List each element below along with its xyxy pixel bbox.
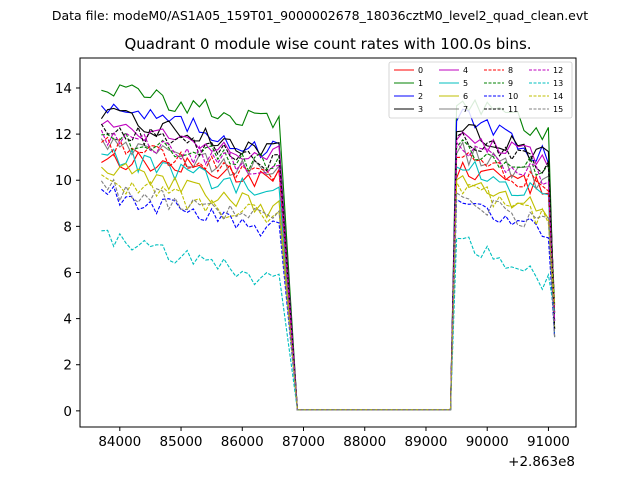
legend-label-2: 2 bbox=[418, 92, 423, 101]
legend-box bbox=[388, 61, 573, 119]
series-line-15 bbox=[100, 178, 556, 411]
y-tick-label: 4 bbox=[63, 312, 72, 328]
x-tick-label: 85000 bbox=[160, 434, 203, 450]
legend-label-15: 15 bbox=[553, 105, 563, 114]
y-axis: 0 2 4 6 8 10 12 14 bbox=[55, 81, 80, 420]
series-line-4 bbox=[101, 119, 556, 411]
legend-label-10: 10 bbox=[508, 92, 518, 101]
axes-frame bbox=[79, 57, 577, 428]
y-tick-label: 10 bbox=[55, 173, 72, 189]
legend-label-14: 14 bbox=[553, 92, 563, 101]
series-line-14 bbox=[101, 174, 556, 411]
legend-label-8: 8 bbox=[508, 66, 513, 75]
x-tick-label: 87000 bbox=[282, 434, 325, 450]
legend-label-9: 9 bbox=[508, 79, 513, 88]
legend-label-0: 0 bbox=[418, 66, 423, 75]
x-tick-label: 86000 bbox=[221, 434, 264, 450]
x-offset-label: +2.863e8 bbox=[508, 454, 575, 470]
legend-label-4: 4 bbox=[463, 66, 468, 75]
suptitle: Data file: modeM0/AS1A05_159T01_90000026… bbox=[52, 8, 588, 23]
y-tick-label: 12 bbox=[55, 127, 72, 143]
series-line-6 bbox=[101, 162, 556, 411]
y-tick-label: 6 bbox=[63, 265, 72, 281]
x-axis: 84000 85000 86000 87000 88000 89000 90000 91000 bbox=[98, 427, 570, 450]
legend-label-1: 1 bbox=[418, 79, 423, 88]
series-line-7 bbox=[100, 137, 556, 411]
y-tick-label: 8 bbox=[63, 219, 72, 235]
x-tick-label: 90000 bbox=[466, 434, 509, 450]
legend-label-7: 7 bbox=[463, 105, 468, 114]
series-line-10 bbox=[101, 185, 556, 411]
series-line-8 bbox=[101, 136, 556, 411]
series-line-13 bbox=[101, 229, 556, 411]
legend-label-13: 13 bbox=[553, 79, 563, 88]
series-line-9 bbox=[101, 131, 556, 411]
series-line-5 bbox=[101, 148, 556, 411]
y-tick-label: 14 bbox=[55, 81, 72, 97]
legend-label-11: 11 bbox=[508, 105, 518, 114]
x-tick-label: 91000 bbox=[527, 434, 570, 450]
legend-label-5: 5 bbox=[463, 79, 468, 88]
legend-label-3: 3 bbox=[418, 105, 423, 114]
x-tick-label: 89000 bbox=[404, 434, 447, 450]
chart-title: Quadrant 0 module wise count rates with … bbox=[124, 35, 531, 53]
plot-area bbox=[79, 57, 577, 428]
series-line-3 bbox=[100, 107, 556, 411]
x-tick-label: 84000 bbox=[98, 434, 141, 450]
series-line-0 bbox=[101, 151, 556, 411]
x-tick-label: 88000 bbox=[343, 434, 386, 450]
series-line-12 bbox=[100, 129, 556, 411]
series-line-2 bbox=[100, 103, 556, 411]
legend-label-12: 12 bbox=[553, 66, 563, 75]
y-tick-label: 2 bbox=[63, 358, 72, 374]
series-line-11 bbox=[100, 123, 556, 411]
y-tick-label: 0 bbox=[63, 404, 72, 420]
legend-label-6: 6 bbox=[463, 92, 468, 101]
